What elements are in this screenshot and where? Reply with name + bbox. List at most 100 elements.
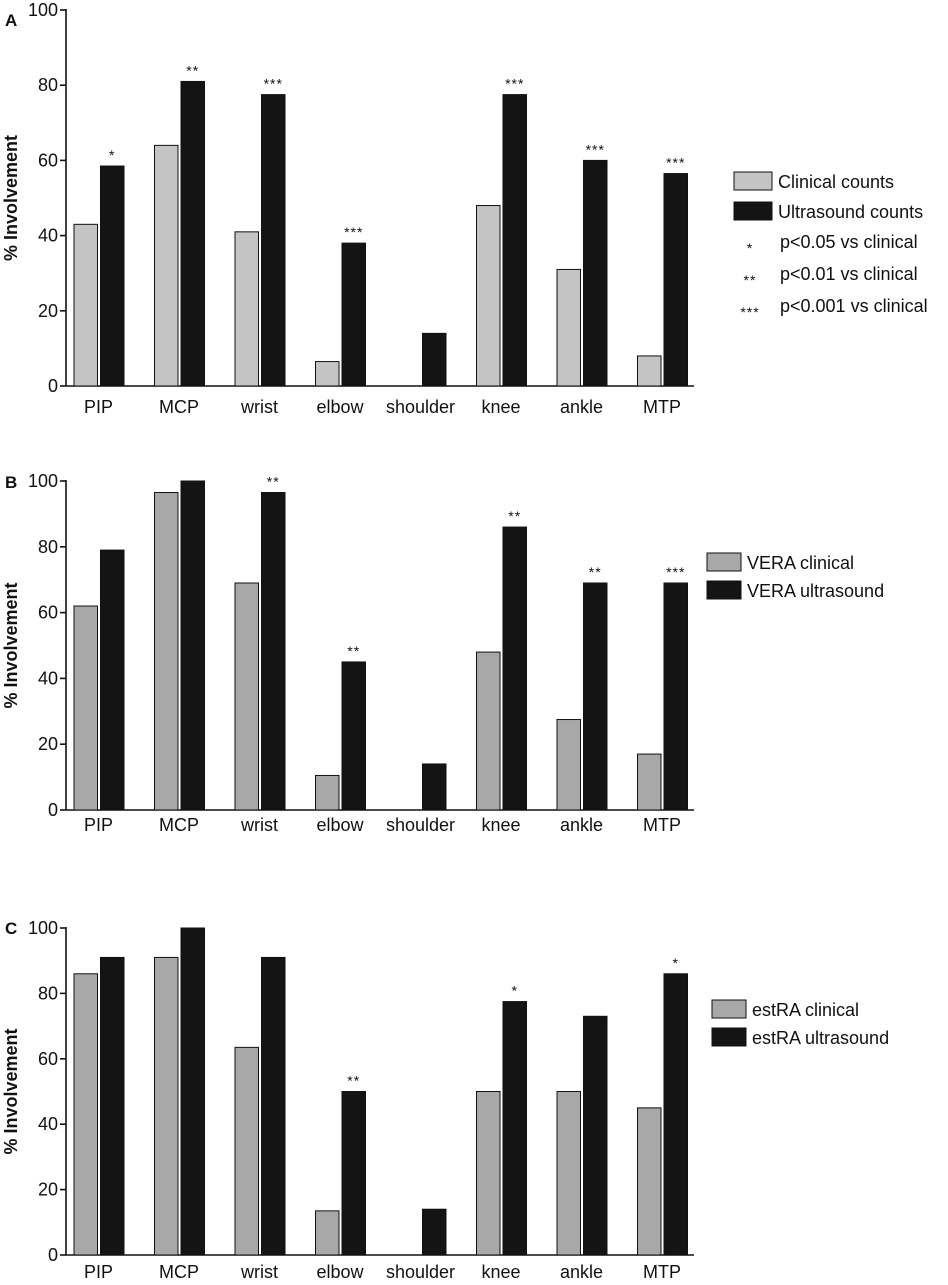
y-tick-label: 60 [38,150,58,170]
y-tick-label: 20 [38,1180,58,1200]
significance-marker: ** [347,643,360,659]
bar-clinical-ankle [556,719,581,811]
category-label-knee: knee [481,1262,520,1280]
category-label-MTP: MTP [643,1262,681,1280]
category-label-PIP: PIP [84,397,113,417]
legend-significance-symbol: * [747,240,753,256]
bar-clinical-MTP [637,1107,662,1256]
category-label-MTP: MTP [643,397,681,417]
significance-marker: *** [505,76,524,92]
bar-ultrasound-MTP [663,582,688,811]
legend: Clinical counts Ultrasound counts * p<0.05 … [733,171,928,320]
category-label-PIP: PIP [84,1262,113,1280]
y-tick-label: 100 [28,918,58,938]
legend-significance-symbol: *** [740,304,759,320]
bar-ultrasound-ankle [583,582,608,811]
legend-swatch-ultrasound [711,1027,747,1047]
category-label-shoulder: shoulder [386,815,455,835]
legend-label: estRA clinical [752,1000,859,1020]
y-tick-label: 40 [38,668,58,688]
legend-swatch-clinical [733,171,773,191]
panel-letter: B [5,473,17,492]
y-tick-label: 80 [38,537,58,557]
bar-clinical-knee [476,205,501,387]
legend: VERA clinical VERA ultrasound [706,552,884,601]
legend: estRA clinical estRA ultrasound [711,999,889,1048]
bar-clinical-ankle [556,268,581,387]
bar-ultrasound-shoulder [422,1208,447,1256]
legend-swatch-ultrasound [706,580,742,600]
bar-clinical-MCP [154,492,179,811]
bar-ultrasound-MCP [180,927,205,1256]
significance-marker: *** [344,224,363,240]
category-label-MCP: MCP [159,1262,199,1280]
category-label-elbow: elbow [316,815,364,835]
y-tick-label: 100 [28,0,58,20]
bar-ultrasound-MCP [180,80,205,387]
bar-ultrasound-shoulder [422,763,447,811]
bar-ultrasound-MCP [180,480,205,811]
bar-clinical-elbow [315,774,340,811]
category-label-shoulder: shoulder [386,397,455,417]
y-tick-label: 80 [38,983,58,1003]
category-label-MTP: MTP [643,815,681,835]
bar-clinical-wrist [234,1046,259,1256]
category-label-knee: knee [481,815,520,835]
legend-label: Ultrasound counts [778,202,923,222]
significance-marker: * [673,955,679,971]
bar-clinical-MCP [154,144,179,387]
category-label-wrist: wrist [240,1262,278,1280]
bar-ultrasound-elbow [341,242,366,387]
y-tick-label: 80 [38,75,58,95]
legend-swatch-ultrasound [733,201,773,221]
bar-ultrasound-elbow [341,1091,366,1256]
y-tick-label: 60 [38,603,58,623]
legend-significance-text: p<0.01 vs clinical [780,264,918,284]
category-label-elbow: elbow [316,397,364,417]
bar-clinical-wrist [234,582,259,811]
bar-ultrasound-wrist [261,94,286,387]
bar-ultrasound-ankle [583,159,608,387]
bar-clinical-MTP [637,355,662,387]
bar-ultrasound-shoulder [422,332,447,387]
bar-clinical-PIP [73,973,98,1256]
category-label-ankle: ankle [560,1262,603,1280]
significance-marker: * [512,983,518,999]
bar-clinical-elbow [315,361,340,387]
significance-marker: ** [347,1073,360,1089]
significance-marker: ** [508,508,521,524]
y-tick-label: 0 [48,800,58,820]
bar-clinical-MTP [637,753,662,811]
category-label-MCP: MCP [159,397,199,417]
category-label-ankle: ankle [560,397,603,417]
y-tick-label: 40 [38,226,58,246]
y-tick-label: 0 [48,1245,58,1265]
y-tick-label: 20 [38,734,58,754]
bar-clinical-elbow [315,1210,340,1256]
bar-ultrasound-MTP [663,173,688,387]
bar-ultrasound-ankle [583,1015,608,1256]
significance-marker: ** [267,474,280,490]
bar-ultrasound-knee [502,94,527,387]
category-label-ankle: ankle [560,815,603,835]
legend-significance-symbol: ** [744,272,757,288]
significance-marker: *** [586,141,605,157]
legend-swatch-clinical [706,552,742,572]
category-label-wrist: wrist [240,815,278,835]
bar-ultrasound-PIP [100,549,125,811]
legend-label: VERA ultrasound [747,581,884,601]
y-axis-label: % Involvement [1,1028,21,1154]
category-label-MCP: MCP [159,815,199,835]
bar-clinical-knee [476,651,501,811]
chart-panel-a: A% Involvement020406080100*PIP**MCP***wr… [1,0,928,417]
legend-significance-text: p<0.05 vs clinical [780,232,918,252]
panel-letter: C [5,919,17,938]
bar-clinical-ankle [556,1091,581,1256]
category-label-wrist: wrist [240,397,278,417]
panel-letter: A [5,11,17,30]
significance-marker: *** [264,76,283,92]
bar-clinical-PIP [73,605,98,811]
bar-clinical-PIP [73,223,98,387]
y-tick-label: 40 [38,1114,58,1134]
